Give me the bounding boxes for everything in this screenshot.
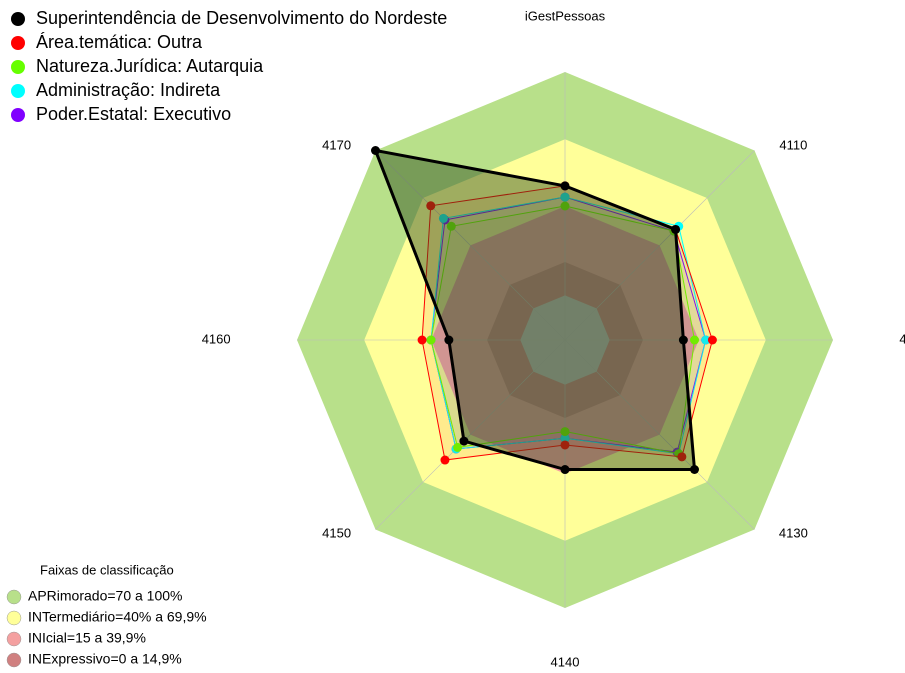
series-point	[417, 335, 427, 345]
series-point	[440, 455, 450, 465]
spoke	[564, 339, 755, 530]
spoke	[375, 150, 566, 341]
series-point	[560, 465, 570, 475]
spoke	[375, 339, 566, 530]
axis-label: 4130	[779, 526, 808, 541]
axis-label: 4140	[551, 654, 580, 669]
series-point	[560, 433, 570, 443]
axis-label: 4160	[202, 331, 231, 346]
series-point	[560, 440, 570, 450]
legend-marker	[11, 60, 25, 74]
bands-legend-marker	[6, 610, 22, 626]
series-point	[453, 442, 463, 452]
legend-marker	[11, 12, 25, 26]
axis-label: iGestPessoas	[525, 8, 606, 23]
legend-marker	[11, 84, 25, 98]
bands-legend-label: APRimorado=70 a 100%	[28, 588, 183, 604]
axis-label: 4110	[779, 137, 807, 152]
series-point	[560, 181, 570, 191]
spoke	[564, 150, 755, 341]
series-point	[689, 464, 699, 474]
series-point	[707, 335, 717, 345]
bands-legend-label: INIcial=15 a 39,9%	[28, 630, 146, 646]
series-point	[560, 192, 570, 202]
legend-marker	[11, 108, 25, 122]
axis-label: 4120	[899, 331, 905, 346]
series-point	[560, 201, 570, 211]
axis-label: 4150	[322, 526, 351, 541]
series-point	[444, 335, 454, 345]
legend-label: Área.temática: Outra	[36, 32, 203, 52]
series-point	[426, 201, 436, 211]
series-point	[677, 452, 687, 462]
series-point	[560, 427, 570, 437]
series-point	[446, 221, 456, 231]
series-point	[438, 213, 448, 223]
series-point	[370, 145, 380, 155]
bands-legend-marker	[6, 589, 22, 605]
bands-title: Faixas de classificação	[40, 562, 174, 577]
bands-legend-marker	[6, 631, 22, 647]
series-point	[678, 335, 688, 345]
series-point	[426, 335, 436, 345]
series-point	[671, 224, 681, 234]
legend-label: Poder.Estatal: Executivo	[36, 104, 231, 124]
legend-label: Superintendência de Desenvolvimento do N…	[36, 8, 447, 28]
bands-legend-marker	[6, 652, 22, 668]
legend-label: Natureza.Jurídica: Autarquia	[36, 56, 264, 76]
series-point	[701, 335, 711, 345]
axis-label: 4170	[322, 137, 351, 152]
legend-label: Administração: Indireta	[36, 80, 221, 100]
bands-legend-label: INExpressivo=0 a 14,9%	[28, 651, 182, 667]
series-point	[690, 335, 700, 345]
legend-marker	[11, 36, 25, 50]
series-point	[459, 436, 469, 446]
bands-legend-label: INTermediário=40% a 69,9%	[28, 609, 207, 625]
